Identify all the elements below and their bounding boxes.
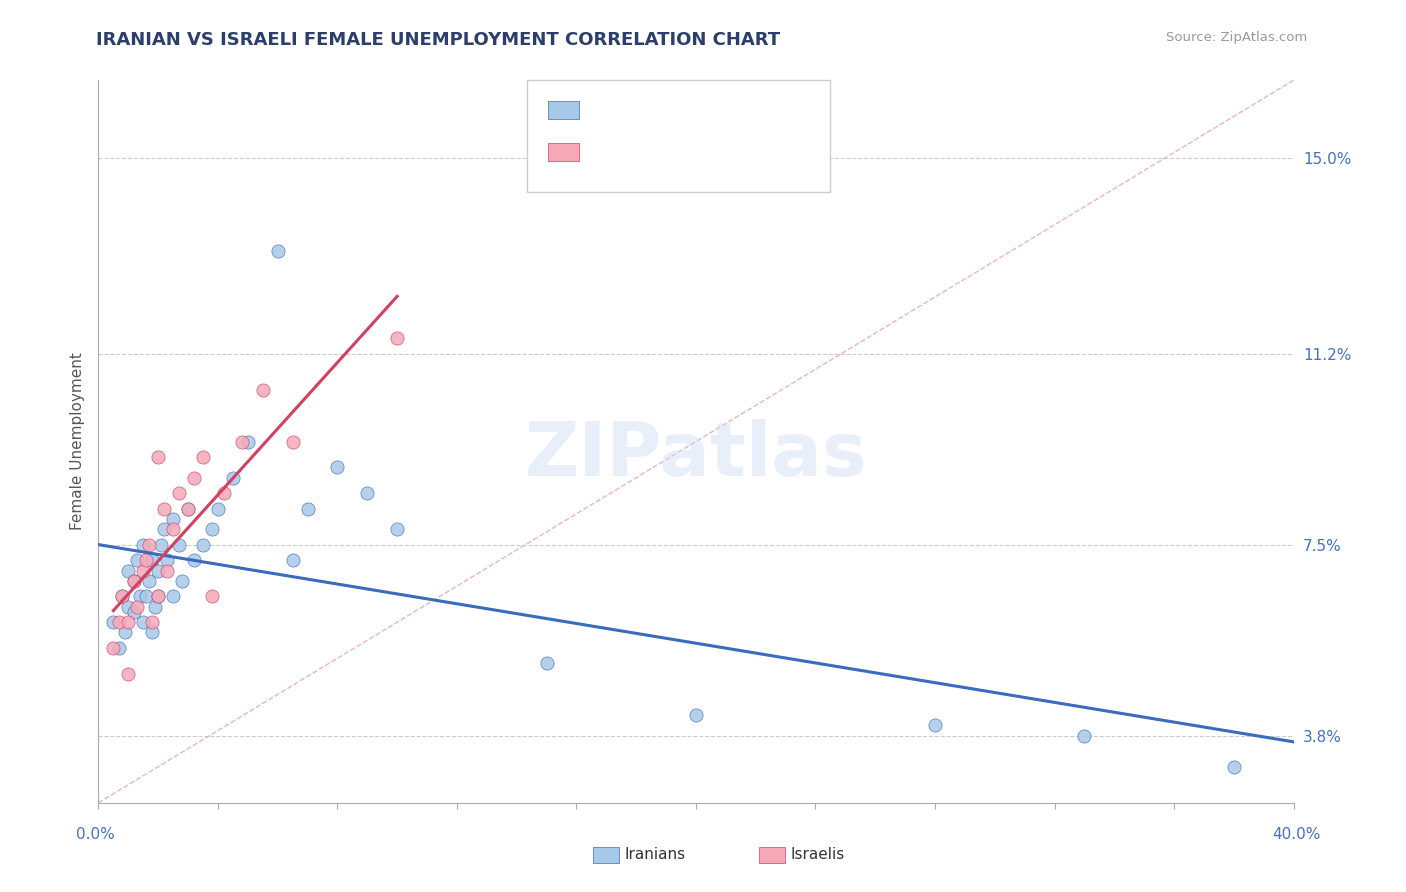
Point [127,599,149,614]
Text: N =: N = [682,145,711,159]
Point [129,590,152,604]
Point [231,434,253,449]
Point [356,486,378,500]
Point [148,590,170,604]
Point [281,553,304,567]
Point [924,718,946,732]
Point [153,501,176,516]
Point [135,590,157,604]
Point [183,471,205,485]
Point [172,574,194,588]
Point [236,434,259,449]
Point [326,460,349,475]
Point [162,522,184,536]
Y-axis label: Female Unemployment: Female Unemployment [69,352,84,531]
Point [138,538,160,552]
Point [132,538,155,552]
Point [1223,760,1246,774]
Text: R =: R = [588,103,616,117]
Point [150,538,173,552]
Point [167,486,190,500]
Point [177,501,200,516]
Point [212,486,235,500]
Point [162,590,184,604]
Point [148,564,170,578]
Point [167,538,190,552]
Point [117,666,139,681]
Point [111,590,134,604]
Point [252,383,274,397]
Point [124,574,146,588]
Point [124,605,146,619]
Point [141,553,163,567]
Text: Israelis: Israelis [790,847,845,862]
Text: ZIPatlas: ZIPatlas [524,419,868,492]
Point [207,501,229,516]
Text: 44: 44 [714,103,735,117]
Point [1073,729,1095,743]
Point [117,599,139,614]
Point [267,244,290,258]
Point [153,522,176,536]
Point [127,553,149,567]
Point [108,640,131,655]
Text: IRANIAN VS ISRAELI FEMALE UNEMPLOYMENT CORRELATION CHART: IRANIAN VS ISRAELI FEMALE UNEMPLOYMENT C… [96,31,780,49]
Point [685,708,707,723]
Point [132,564,155,578]
Point [222,471,245,485]
Point [117,615,139,630]
Text: 26: 26 [714,145,735,159]
Text: Source: ZipAtlas.com: Source: ZipAtlas.com [1167,31,1308,45]
Point [148,450,170,464]
Point [536,657,558,671]
Point [124,574,146,588]
Text: R =: R = [588,145,616,159]
Point [148,590,170,604]
Point [177,501,200,516]
Point [111,590,134,604]
Point [114,625,136,640]
Point [385,331,409,345]
Point [143,599,166,614]
Text: N =: N = [682,103,711,117]
Point [156,553,179,567]
Point [201,590,224,604]
Point [117,564,139,578]
Text: Iranians: Iranians [624,847,685,862]
Point [135,553,157,567]
Point [141,615,163,630]
Point [281,434,304,449]
Point [162,512,184,526]
Point [132,615,155,630]
Text: 0.503: 0.503 [621,145,675,159]
Point [156,564,179,578]
Text: 0.159: 0.159 [621,103,675,117]
Text: 0.0%: 0.0% [76,827,115,841]
Point [103,640,125,655]
Point [141,625,163,640]
Point [183,553,205,567]
Point [297,501,319,516]
Point [108,615,131,630]
Point [138,574,160,588]
Point [201,522,224,536]
Point [191,450,214,464]
Point [191,538,214,552]
Point [385,522,409,536]
Text: 40.0%: 40.0% [1272,827,1320,841]
Point [103,615,125,630]
